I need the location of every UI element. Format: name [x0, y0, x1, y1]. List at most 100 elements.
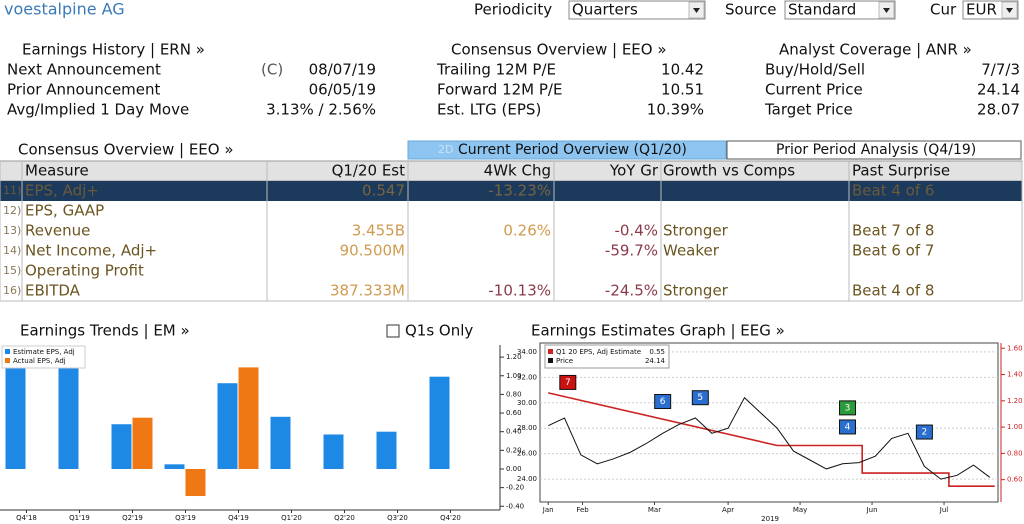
plot-frame — [539, 342, 999, 503]
annotation-box[interactable] — [691, 390, 709, 406]
table-cell: -10.13% — [488, 282, 551, 300]
table-cell: 387.333M — [330, 282, 405, 300]
chart-title[interactable]: Earnings Estimates Graph | EEG » — [531, 322, 785, 340]
legend-label: Price — [556, 357, 573, 365]
dropdown-value: EUR — [966, 1, 997, 19]
annotation-box[interactable] — [839, 419, 857, 435]
y2-tick-label: 1.40 — [1007, 371, 1023, 379]
dropdown-label: Periodicity — [474, 1, 552, 19]
y2-tick-label: 1.60 — [1007, 344, 1023, 352]
panel-row-value: 10.39% — [647, 101, 704, 119]
dropdown-arrow — [1006, 8, 1013, 13]
table-cell: EPS, Adj+ — [25, 182, 99, 200]
legend-box — [544, 344, 670, 369]
bar — [323, 434, 344, 469]
column-header: 4Wk Chg — [484, 162, 551, 180]
table-cell: -0.4% — [614, 222, 658, 240]
table-cell: -13.23% — [488, 182, 551, 200]
panel-title[interactable]: Consensus Overview | EEO » — [451, 41, 667, 59]
checkbox-label: Q1s Only — [405, 322, 473, 340]
table-cell: 0.547 — [362, 182, 405, 200]
annotation-label: 5 — [697, 393, 703, 403]
x-tick-label: Q3'20 — [387, 514, 408, 522]
annotation-box[interactable] — [915, 424, 933, 440]
panel-row-label: Prior Announcement — [7, 81, 161, 99]
table-title: Consensus Overview | EEO » — [18, 141, 234, 159]
panel-title[interactable]: Analyst Coverage | ANR » — [779, 41, 972, 59]
bar — [270, 416, 291, 469]
table-cell: Stronger — [663, 282, 729, 300]
dropdown[interactable] — [784, 0, 896, 20]
company-name: voestalpine AG — [4, 0, 125, 19]
annotation-label: 7 — [565, 378, 571, 388]
selected-row-bg[interactable] — [0, 181, 1022, 201]
tab-active[interactable] — [407, 140, 727, 160]
series-line — [547, 396, 991, 480]
y2-tick-label: 1.20 — [1007, 397, 1023, 405]
x-axis-label: 2019 — [761, 515, 779, 523]
x-tick-label: Jun — [866, 506, 878, 514]
bar — [58, 349, 79, 469]
annotation-label: 2 — [922, 428, 928, 438]
y-tick-label: 1.20 — [506, 353, 522, 361]
y2-tick-label: 0.60 — [1007, 476, 1023, 484]
bar — [111, 424, 132, 469]
panel-row-value: 28.07 — [977, 101, 1020, 119]
x-tick-label: Q3'19 — [175, 514, 196, 522]
table-cell: Beat 4 of 6 — [852, 182, 934, 200]
legend-swatch — [5, 349, 10, 354]
x-tick-label: Jul — [939, 506, 949, 514]
table-cell: Operating Profit — [25, 262, 144, 280]
panel-row-label: Trailing 12M P/E — [436, 61, 556, 79]
y-tick-label: 24.00 — [517, 475, 537, 483]
bar — [217, 383, 238, 469]
column-header: Growth vs Comps — [663, 162, 795, 180]
panel-row-value: 7/7/3 — [981, 61, 1020, 79]
y-tick-label: 0.60 — [506, 409, 522, 417]
y-tick-label: -0.40 — [506, 502, 524, 510]
table-cell: 12) — [3, 204, 21, 217]
chart-title[interactable]: Earnings Trends | EM » — [20, 322, 190, 340]
dropdown[interactable] — [568, 0, 706, 20]
bar — [5, 349, 26, 469]
annotation-box[interactable] — [654, 394, 672, 410]
panel-row-value: 10.51 — [661, 81, 704, 99]
legend-swatch — [548, 358, 553, 363]
panel-title[interactable]: Earnings History | ERN » — [22, 41, 205, 59]
legend-value: 24.14 — [645, 357, 666, 365]
dropdown-label: Source — [725, 1, 777, 19]
y2-tick-label: 0.80 — [1007, 449, 1023, 457]
table-cell: 3.455B — [352, 222, 405, 240]
checkbox[interactable] — [386, 324, 400, 338]
y-tick-label: 26.00 — [517, 450, 537, 458]
annotation-box[interactable] — [839, 400, 857, 416]
column-header: Past Surprise — [852, 162, 950, 180]
panel-row-label: Current Price — [765, 81, 863, 99]
column-header: Measure — [25, 162, 89, 180]
x-tick-label: Q2'19 — [122, 514, 143, 522]
y-tick-label: 34.00 — [517, 348, 537, 356]
table-cell: 16) — [3, 284, 21, 297]
annotation-box[interactable] — [559, 374, 577, 390]
tab-inactive[interactable] — [726, 140, 1022, 160]
legend-value: 0.55 — [649, 348, 665, 356]
x-tick-label: Q4'20 — [440, 514, 461, 522]
x-tick-label: Q4'19 — [228, 514, 249, 522]
column-header: Q1/20 Est — [332, 162, 406, 180]
panel-row-label: Est. LTG (EPS) — [437, 101, 541, 119]
dropdown-label: Cur — [930, 1, 957, 19]
y-tick-label: 0.40 — [506, 428, 522, 436]
panel-row-prefix: (C) — [261, 61, 283, 79]
series-line — [548, 392, 995, 488]
x-tick-label: Q1'19 — [69, 514, 90, 522]
panel-row-value: 10.42 — [661, 61, 704, 79]
table-cell: EBITDA — [25, 282, 81, 300]
x-tick-label: Q1'20 — [281, 514, 302, 522]
panel-row-label: Avg/Implied 1 Day Move — [7, 101, 189, 119]
panel-row-label: Buy/Hold/Sell — [765, 61, 865, 79]
y2-tick-label: 1.00 — [1007, 423, 1023, 431]
legend-label: Q1 20 EPS, Adj Estimate — [556, 348, 641, 356]
legend-swatch — [548, 349, 553, 354]
legend-swatch — [5, 358, 10, 363]
table-cell: Weaker — [663, 242, 720, 260]
